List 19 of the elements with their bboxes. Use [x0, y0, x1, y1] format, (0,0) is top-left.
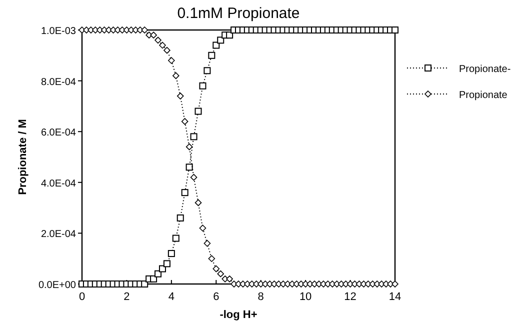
- x-tick-label: 6: [213, 291, 220, 303]
- chart-title: 0.1mM Propionate: [177, 5, 300, 22]
- y-tick-label: 8.0E-04: [40, 76, 76, 88]
- y-tick-label: 4.0E-04: [40, 178, 76, 190]
- y-tick-label: 6.0E-04: [40, 128, 76, 139]
- x-tick-label: 8: [258, 291, 264, 303]
- legend-label: Propionate: [459, 90, 508, 101]
- legend-label: Propionate-: [459, 64, 511, 75]
- x-tick-label: 2: [124, 291, 130, 303]
- x-tick-label: 4: [168, 291, 174, 303]
- y-axis-title: Propionate / M: [17, 119, 29, 195]
- x-tick-label: 12: [344, 291, 356, 303]
- y-tick-label: 2.0E-04: [40, 229, 76, 240]
- x-tick-label: 10: [299, 291, 312, 303]
- x-tick-label: 0: [78, 291, 86, 303]
- y-tick-label: 1.0E-03: [40, 26, 76, 37]
- x-tick-label: 14: [388, 291, 402, 303]
- x-axis-title: -log H+: [220, 309, 258, 321]
- y-tick-label: 0.0E+00: [38, 280, 76, 291]
